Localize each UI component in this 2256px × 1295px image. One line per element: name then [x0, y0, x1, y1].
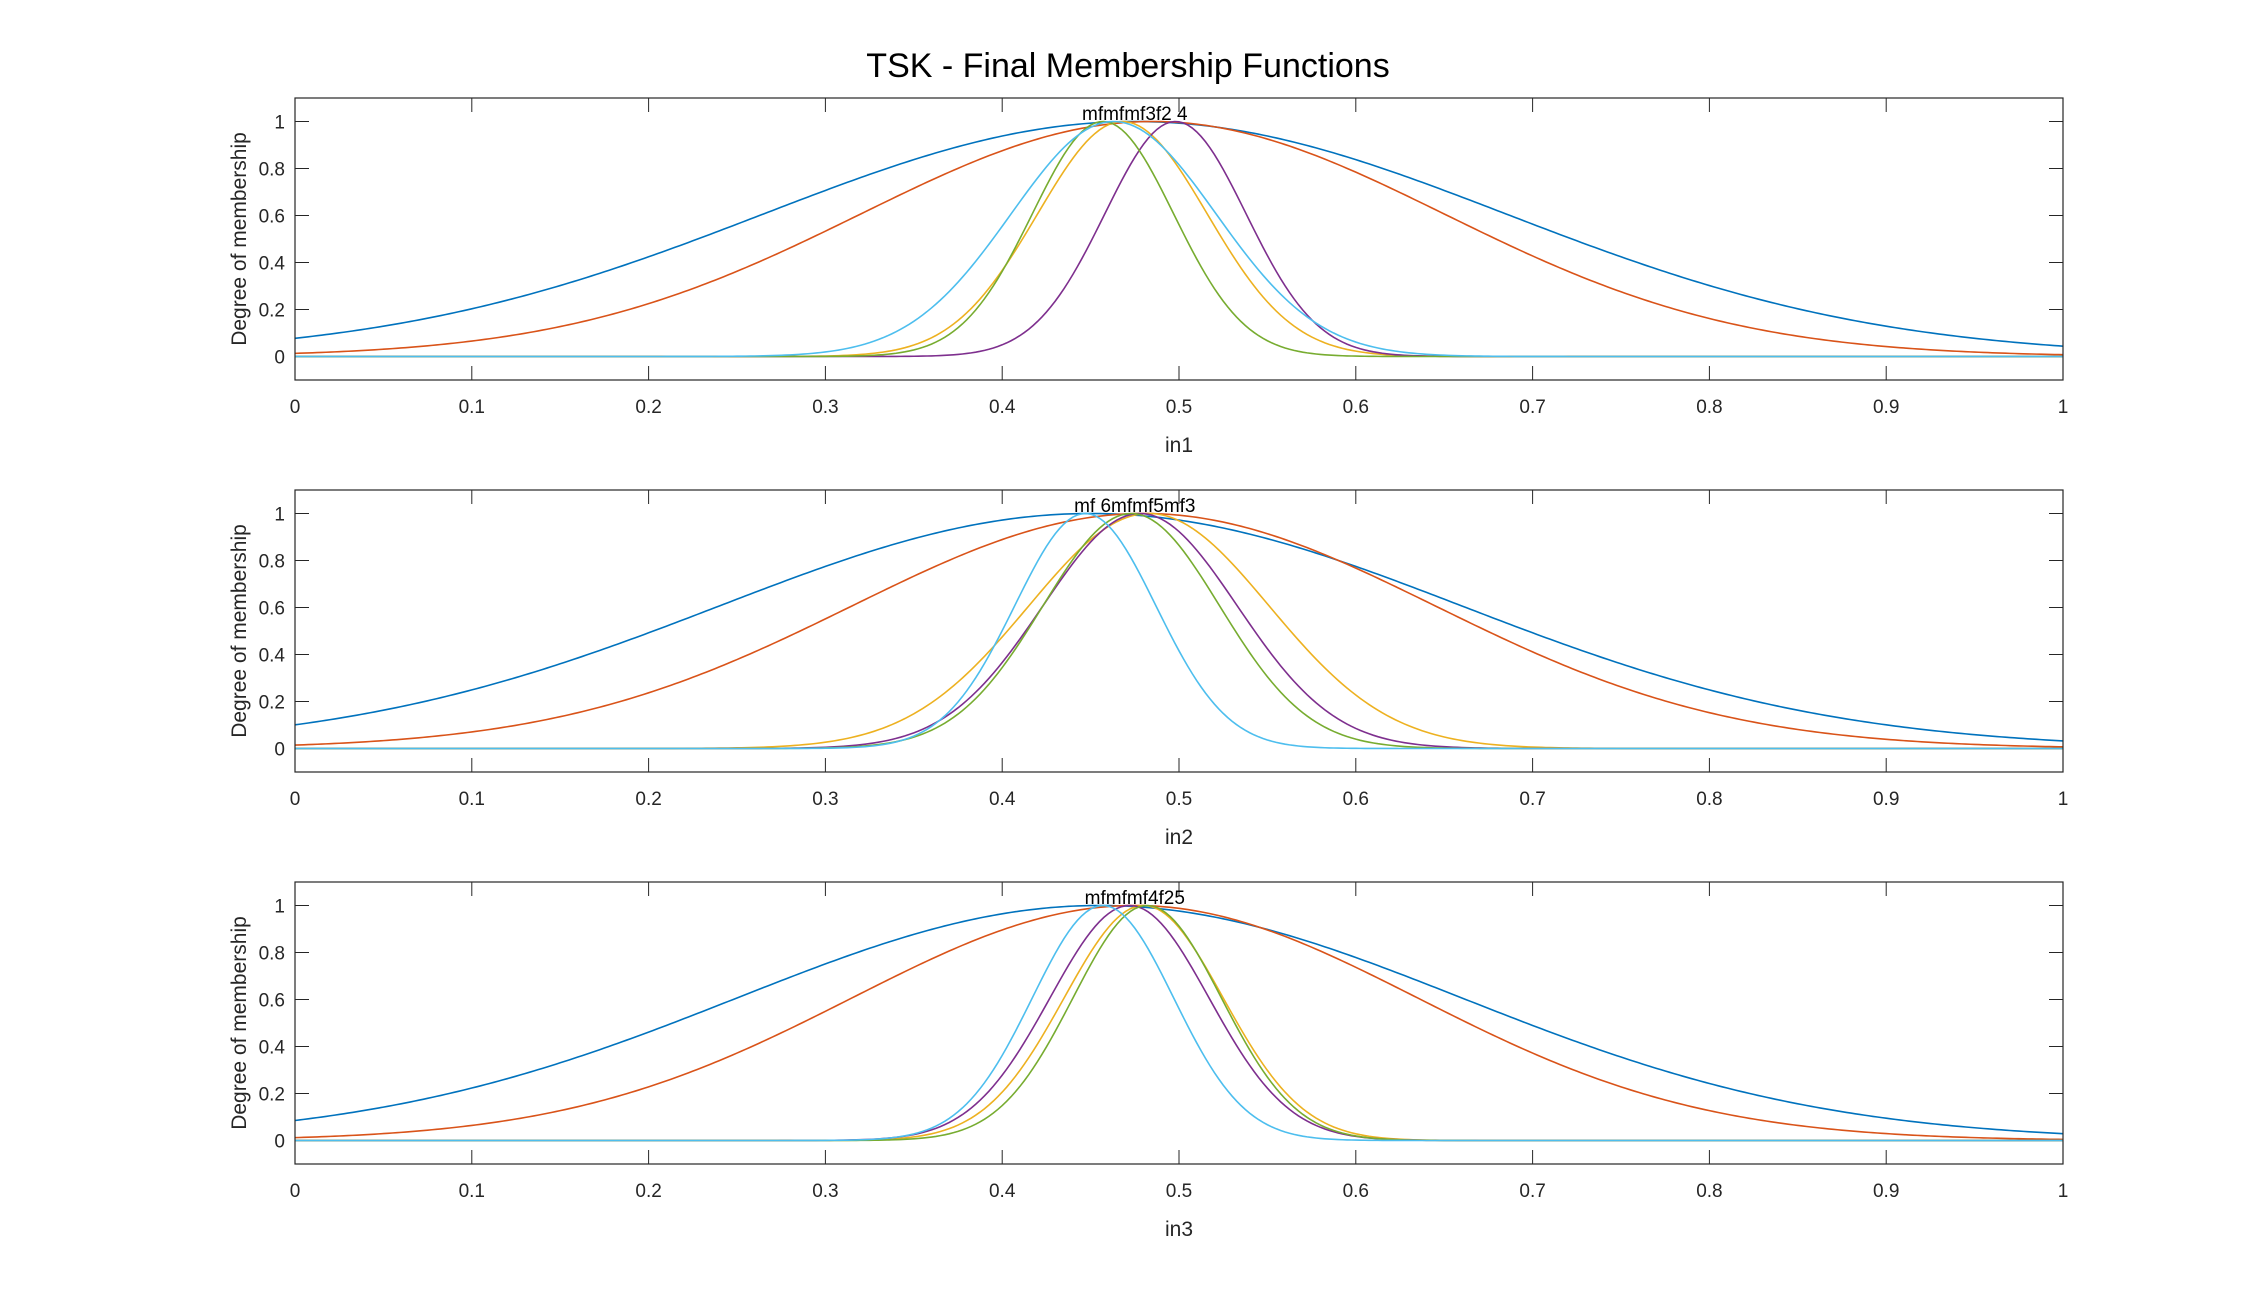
x-tick-label: 0.5: [1166, 789, 1192, 810]
figure-title: TSK - Final Membership Functions: [866, 47, 1389, 85]
subplots: 0 0.1 0.2 0.3 0.4 0.5 0.6 0.7 0.8 0.9 1 0 0.2 0.4 0.6 0…: [228, 97, 2069, 1241]
x-tick-label: 0.7: [1519, 1181, 1545, 1202]
y-tick-label: 0.2: [259, 1085, 285, 1106]
axes-box: [294, 881, 2064, 1165]
axes-box: [294, 489, 2064, 773]
x-tick-label: 0: [290, 397, 301, 418]
x-tick-label: 0: [290, 789, 301, 810]
y-tick-label: 0.8: [259, 160, 285, 181]
subplot-in3: 0 0.1 0.2 0.3 0.4 0.5 0.6 0.7 0.8 0.9 1 0 0.2 0.4 0.6 0…: [228, 881, 2069, 1241]
x-tick-label: 0.4: [989, 397, 1016, 418]
mf-curve-6: [295, 904, 2063, 1142]
plot-area: [295, 98, 2063, 380]
x-tick-label: 0.9: [1873, 1181, 1899, 1202]
x-tick-label: 0.1: [459, 1181, 485, 1202]
y-tick-label: 0.6: [259, 207, 285, 228]
x-tick-label: 0.5: [1166, 1181, 1192, 1202]
y-tick-label: 0.6: [259, 991, 285, 1012]
mf-curve-1: [294, 904, 2064, 1135]
x-tick-label: 0.8: [1696, 1181, 1722, 1202]
x-tick-label: 0.8: [1696, 789, 1722, 810]
x-axis-label: in3: [1165, 1218, 1193, 1241]
y-tick-label: 1: [274, 897, 285, 918]
mf-curve-2: [294, 512, 2064, 748]
y-axis-label: Degree of membership: [228, 132, 251, 346]
x-tick-label: 0.2: [635, 1181, 661, 1202]
x-tick-label: 0.4: [989, 1181, 1016, 1202]
x-tick-label: 0.6: [1343, 1181, 1369, 1202]
mf-curve-6: [295, 512, 2063, 750]
y-tick-label: 0.8: [259, 944, 285, 965]
y-axis-label: Degree of membership: [228, 524, 251, 738]
x-tick-label: 0.4: [989, 789, 1016, 810]
x-tick-label: 0.8: [1696, 397, 1722, 418]
y-tick-label: 0: [274, 740, 285, 761]
x-axis-label: in1: [1165, 434, 1193, 457]
x-tick-label: 0.1: [459, 397, 485, 418]
x-tick-label: 0.2: [635, 397, 661, 418]
y-tick-label: 1: [274, 113, 285, 134]
x-tick-label: 0.6: [1343, 789, 1369, 810]
subplot-in2: 0 0.1 0.2 0.3 0.4 0.5 0.6 0.7 0.8 0.9 1 0 0.2 0.4 0.6 0…: [228, 489, 2069, 849]
x-tick-label: 1: [2058, 397, 2069, 418]
x-tick-label: 1: [2058, 1181, 2069, 1202]
x-axis-label: in2: [1165, 826, 1193, 849]
x-tick-label: 0.6: [1343, 397, 1369, 418]
mf-labels: mf 6mfmf5mf3: [1074, 496, 1195, 517]
x-tick-label: 0.3: [812, 397, 838, 418]
mf-labels: mfmfmf4f25: [1085, 888, 1185, 909]
x-tick-label: 0.9: [1873, 789, 1899, 810]
plot-area: [295, 882, 2063, 1164]
mf-curve-2: [294, 904, 2064, 1141]
y-axis-label: Degree of membership: [228, 916, 251, 1130]
y-tick-label: 1: [274, 505, 285, 526]
mf-labels: mfmfmf3f2 4: [1082, 104, 1188, 125]
y-tick-label: 0.2: [259, 301, 285, 322]
subplot-in1: 0 0.1 0.2 0.3 0.4 0.5 0.6 0.7 0.8 0.9 1 0 0.2 0.4 0.6 0…: [228, 97, 2069, 457]
y-tick-label: 0.4: [259, 254, 286, 275]
x-tick-label: 0.3: [812, 1181, 838, 1202]
x-tick-label: 0.5: [1166, 397, 1192, 418]
y-tick-label: 0.8: [259, 552, 285, 573]
y-tick-label: 0: [274, 1132, 285, 1153]
x-tick-label: 0.9: [1873, 397, 1899, 418]
y-tick-label: 0.6: [259, 599, 285, 620]
x-tick-label: 0.2: [635, 789, 661, 810]
y-tick-label: 0: [274, 348, 285, 369]
x-tick-label: 0.7: [1519, 397, 1545, 418]
y-tick-label: 0.2: [259, 693, 285, 714]
x-tick-label: 1: [2058, 789, 2069, 810]
x-tick-label: 0.1: [459, 789, 485, 810]
y-tick-label: 0.4: [259, 646, 286, 667]
x-tick-label: 0: [290, 1181, 301, 1202]
y-tick-label: 0.4: [259, 1038, 286, 1059]
axes-box: [294, 97, 2064, 381]
x-tick-label: 0.3: [812, 789, 838, 810]
mf-curve-6: [295, 120, 2063, 358]
x-tick-label: 0.7: [1519, 789, 1545, 810]
